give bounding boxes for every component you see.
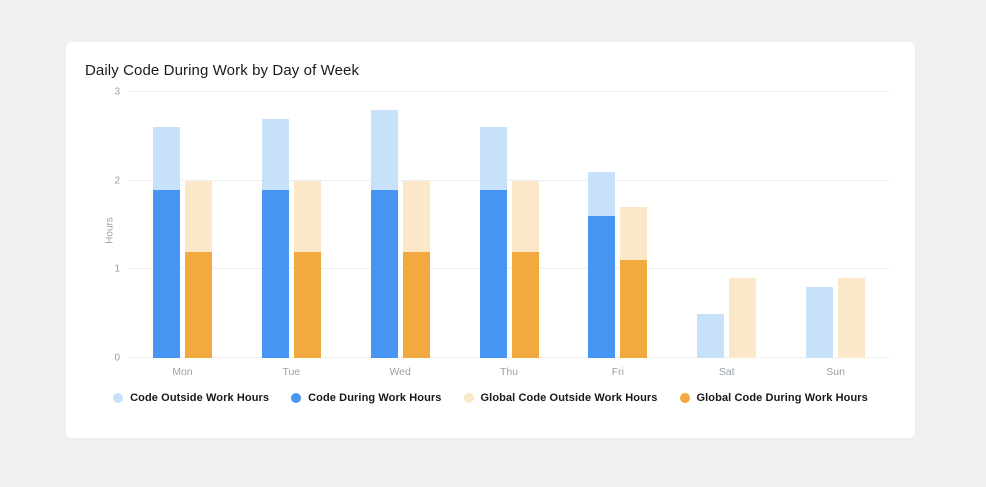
- x-axis-labels: Mon Tue Wed Thu Fri Sat Sun: [128, 366, 890, 378]
- legend-label: Global Code During Work Hours: [696, 392, 868, 404]
- legend-label: Code Outside Work Hours: [130, 392, 270, 404]
- bar-group-sun: [781, 92, 890, 358]
- plot-area: [128, 91, 890, 358]
- bar-segment-global-code-outside-work-hours: [511, 180, 539, 252]
- bar-stack-global-wed: [402, 180, 430, 358]
- bar-group-wed: [346, 92, 455, 358]
- chart-title: Daily Code During Work by Day of Week: [85, 62, 360, 79]
- bar-segment-global-code-during-work-hours: [184, 251, 212, 358]
- y-tick-label-2: 2: [114, 175, 120, 187]
- x-tick-label-fri: Fri: [611, 366, 624, 378]
- bar-group-tue: [237, 92, 346, 358]
- y-tick-label-0: 0: [114, 352, 120, 364]
- legend-dot-icon: [291, 393, 302, 403]
- bar-stack-code-mon: [152, 127, 180, 358]
- gridline-1: [128, 268, 890, 270]
- bar-groups: [128, 92, 890, 358]
- bar-segment-code-outside-work-hours: [152, 127, 180, 190]
- bar-stack-global-sun: [838, 278, 866, 358]
- bar-segment-code-outside-work-hours: [697, 313, 725, 358]
- bar-segment-global-code-during-work-hours: [402, 251, 430, 358]
- legend-item-code-during-work-hours[interactable]: Code During Work Hours: [291, 392, 441, 404]
- bar-segment-code-during-work-hours: [588, 216, 616, 358]
- bar-stack-global-thu: [511, 180, 539, 358]
- bar-segment-code-during-work-hours: [261, 189, 289, 358]
- legend-label: Global Code Outside Work Hours: [480, 392, 658, 404]
- y-tick-label-1: 1: [114, 263, 120, 275]
- x-tick-label-thu: Thu: [499, 366, 519, 378]
- gridline-0: [128, 357, 890, 358]
- bar-segment-code-during-work-hours: [152, 189, 180, 358]
- bar-stack-code-sun: [806, 287, 834, 358]
- gridline-2: [128, 179, 890, 181]
- bar-segment-global-code-during-work-hours: [620, 260, 648, 358]
- bar-stack-global-fri: [620, 207, 648, 358]
- legend-dot-icon: [679, 393, 690, 403]
- bar-segment-global-code-during-work-hours: [511, 251, 539, 358]
- bar-segment-code-during-work-hours: [370, 189, 398, 358]
- bar-stack-code-fri: [588, 171, 616, 358]
- bar-segment-code-outside-work-hours: [806, 287, 834, 358]
- bar-segment-global-code-during-work-hours: [293, 251, 321, 358]
- chart-card: Daily Code During Work by Day of Week Ho…: [66, 42, 915, 438]
- x-tick-label-tue: Tue: [282, 366, 301, 378]
- legend-item-code-outside-work-hours[interactable]: Code Outside Work Hours: [113, 392, 269, 404]
- bar-stack-global-tue: [293, 180, 321, 358]
- legend-item-global-code-during-work-hours[interactable]: Global Code During Work Hours: [679, 392, 868, 404]
- bar-segment-global-code-outside-work-hours: [838, 278, 866, 358]
- bar-stack-code-sat: [697, 313, 725, 358]
- bar-segment-global-code-outside-work-hours: [729, 278, 757, 358]
- bar-segment-global-code-outside-work-hours: [620, 207, 648, 261]
- bar-group-sat: [672, 92, 781, 358]
- bar-segment-code-outside-work-hours: [261, 118, 289, 190]
- y-tick-label-3: 3: [114, 86, 120, 98]
- legend: Code Outside Work Hours Code During Work …: [66, 392, 915, 404]
- legend-item-global-code-outside-work-hours[interactable]: Global Code Outside Work Hours: [463, 392, 658, 404]
- bar-segment-code-during-work-hours: [479, 189, 507, 358]
- bar-group-mon: [128, 92, 237, 358]
- bar-stack-global-sat: [729, 278, 757, 358]
- x-tick-label-sun: Sun: [826, 366, 845, 378]
- bar-stack-code-thu: [479, 127, 507, 358]
- legend-dot-icon: [463, 393, 474, 403]
- bar-segment-code-outside-work-hours: [479, 127, 507, 190]
- y-axis-label: Hours: [104, 217, 116, 244]
- bar-group-thu: [455, 92, 564, 358]
- bar-segment-global-code-outside-work-hours: [402, 180, 430, 252]
- bar-group-fri: [563, 92, 672, 358]
- x-tick-label-sat: Sat: [718, 366, 735, 378]
- bar-segment-code-outside-work-hours: [588, 171, 616, 217]
- legend-dot-icon: [113, 393, 124, 403]
- bar-segment-global-code-outside-work-hours: [293, 180, 321, 252]
- x-tick-label-wed: Wed: [389, 366, 411, 378]
- bar-segment-code-outside-work-hours: [370, 109, 398, 190]
- bar-stack-code-tue: [261, 118, 289, 358]
- legend-label: Code During Work Hours: [308, 392, 442, 404]
- x-tick-label-mon: Mon: [172, 366, 193, 378]
- bar-stack-code-wed: [370, 109, 398, 358]
- gridline-3: [128, 91, 890, 92]
- bar-stack-global-mon: [184, 180, 212, 358]
- bar-segment-global-code-outside-work-hours: [184, 180, 212, 252]
